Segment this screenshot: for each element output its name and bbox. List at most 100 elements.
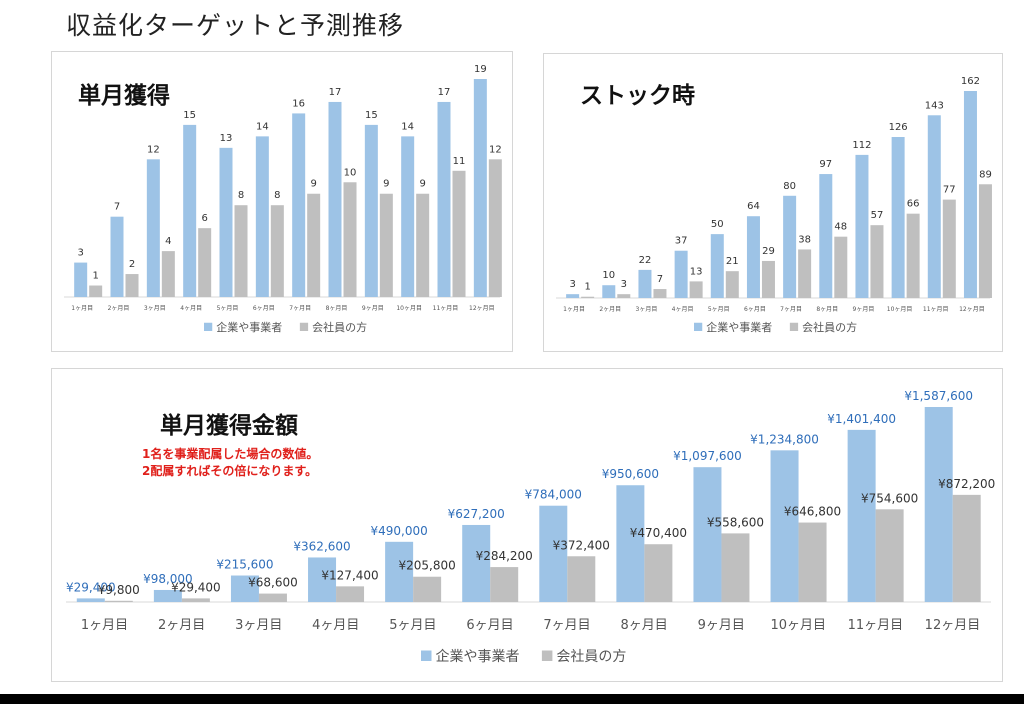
stock-x-tick-label: 7ヶ月目 [780,306,802,313]
monthly-data-label-series1: 12 [147,144,160,155]
stock-bar-series1 [783,195,797,298]
monthly-data-label-series2: 9 [419,179,425,190]
amount-legend-swatch-series2 [541,650,553,661]
monthly-x-tick-label: 7ヶ月目 [289,305,311,312]
monthly-legend-label-series2: 会社員の方 [312,320,367,334]
amount-bar-series2 [952,494,981,602]
stock-bar-series1 [891,137,905,298]
stock-x-tick-label: 12ヶ月目 [959,306,985,313]
monthly-legend-swatch-series1 [204,322,213,331]
monthly-bar-series1 [183,124,197,297]
amount-data-label-series2: ¥646,800 [784,505,841,519]
amount-data-label-series1: ¥1,401,400 [827,412,896,426]
amount-data-label-series2: ¥872,200 [938,477,995,491]
stock-data-label-series2: 57 [871,210,884,221]
monthly-x-tick-label: 11ヶ月目 [433,305,459,312]
stock-bar-series2 [581,296,595,298]
stock-data-label-series2: 3 [621,279,627,290]
monthly-bar-series1 [146,159,160,297]
monthly-bar-series2 [379,193,393,297]
stock-data-label-series1: 64 [747,201,760,212]
amount-x-tick-label: 4ヶ月目 [312,618,359,633]
monthly-legend-label-series1: 企業や事業者 [216,320,282,334]
amount-legend-swatch-series1 [421,650,432,661]
stock-bar-series2 [906,213,920,298]
stock-data-label-series1: 10 [602,270,615,281]
amount-data-label-series1: ¥362,600 [293,539,350,553]
monthly-bar-series1 [328,101,342,297]
monthly-x-tick-label: 9ヶ月目 [362,305,384,312]
monthly-data-label-series2: 8 [238,190,244,201]
amount-x-tick-label: 8ヶ月目 [620,618,667,633]
monthly-x-tick-label: 12ヶ月目 [469,305,495,312]
assumption-note: 1名を事業配属した場合の数値。 2配属すればその倍になります。 [142,446,318,480]
amount-bar-series1 [153,589,182,602]
stock-data-label-series2: 1 [584,282,590,293]
monthly-bar-series1 [74,262,88,297]
stock-bar-series1 [855,154,869,298]
monthly-bar-series2 [125,274,139,297]
amount-bar-series1 [230,575,259,602]
stock-bar-series2 [870,225,884,298]
monthly-x-tick-label: 1ヶ月目 [71,305,93,312]
stock-x-tick-label: 10ヶ月目 [887,306,913,313]
amount-legend: 企業や事業者 会社員の方 [421,648,626,665]
amount-bar-series2 [490,567,519,602]
monthly-bar-series2 [488,159,502,297]
stock-data-label-series2: 21 [726,256,739,267]
stock-data-label-series2: 48 [834,222,847,233]
monthly-data-label-series1: 3 [77,248,83,259]
amount-x-tick-label: 6ヶ月目 [466,618,513,633]
stock-x-tick-label: 8ヶ月目 [816,306,838,313]
amount-data-label-series1: ¥1,587,600 [904,389,973,403]
amount-x-tick-label: 12ヶ月目 [925,618,981,633]
stock-bar-series1 [638,269,652,298]
amount-data-label-series1: ¥490,000 [370,524,427,538]
monthly-bar-series1 [292,113,306,297]
amount-data-label-series1: ¥950,600 [602,467,659,481]
amount-bar-series1 [616,485,645,602]
monthly-data-label-series2: 10 [344,167,357,178]
amount-x-tick-label: 3ヶ月目 [235,618,282,633]
stock-data-label-series2: 7 [657,274,663,285]
stock-x-tick-label: 5ヶ月目 [708,306,730,313]
monthly-data-label-series1: 14 [401,121,414,132]
amount-data-label-series2: ¥9,800 [98,583,140,597]
stock-bar-series1 [927,115,941,299]
amount-bar-series2 [258,593,287,602]
monthly-bar-series1 [473,79,487,297]
amount-bar-series2 [104,600,133,602]
stock-legend: 企業や事業者 会社員の方 [694,320,857,334]
monthly-bar-series1 [110,216,124,297]
monthly-acquisition-panel: 単月獲得 3 1 1ヶ月目 7 2 2ヶ月目 12 4 3ヶ月目 15 6 4ヶ月目 13 8 5ヶ月目 14… [51,51,513,352]
stock-bar-series2 [942,199,956,298]
stock-bar-series1 [710,234,724,298]
amount-data-label-series2: ¥29,400 [171,580,221,594]
monthly-data-label-series1: 15 [183,110,196,121]
stock-data-label-series1: 50 [711,219,724,230]
stock-data-label-series2: 13 [690,266,703,277]
bottom-edge-bar [0,694,1024,704]
stock-x-tick-label: 3ヶ月目 [636,306,658,313]
stock-bar-series2 [761,260,775,298]
amount-bar-series2 [567,556,596,602]
amount-bar-series1 [693,467,722,602]
monthly-x-tick-label: 10ヶ月目 [396,305,422,312]
monthly-x-tick-label: 8ヶ月目 [326,305,348,312]
monthly-data-label-series1: 16 [292,98,305,109]
amount-bar-series2 [875,509,904,602]
monthly-x-tick-label: 3ヶ月目 [144,305,166,312]
amount-data-label-series2: ¥205,800 [398,559,455,573]
amount-bar-series1 [462,524,491,602]
stock-bar-series2 [978,184,992,298]
monthly-legend: 企業や事業者 会社員の方 [204,320,367,334]
amount-bar-series1 [924,407,953,602]
amount-x-tick-label: 2ヶ月目 [158,618,205,633]
stock-data-label-series1: 112 [852,140,871,151]
stock-legend-label-series1: 企業や事業者 [706,320,772,334]
stock-data-label-series1: 126 [889,122,908,133]
stock-data-label-series1: 162 [961,76,980,87]
stock-x-tick-label: 9ヶ月目 [853,306,875,313]
page-title: 収益化ターゲットと予測推移 [66,11,405,40]
monthly-data-label-series2: 2 [129,259,135,270]
